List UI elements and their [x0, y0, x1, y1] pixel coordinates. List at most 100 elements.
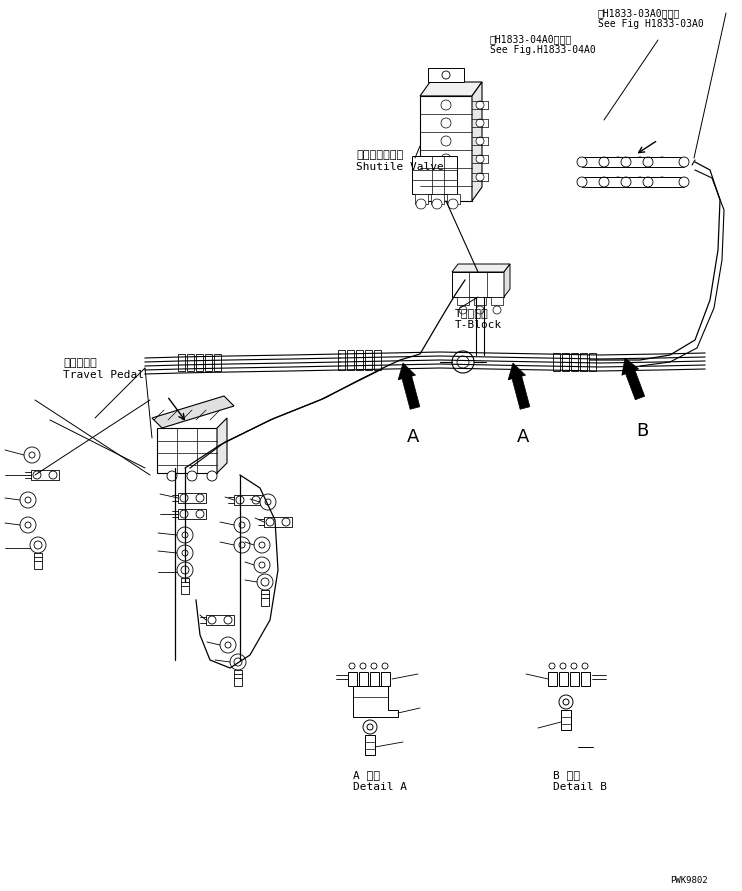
Circle shape	[560, 663, 566, 669]
Circle shape	[476, 101, 484, 109]
Circle shape	[476, 306, 484, 314]
Circle shape	[476, 155, 484, 163]
Circle shape	[452, 351, 474, 373]
Circle shape	[24, 447, 40, 463]
Circle shape	[476, 137, 484, 145]
Bar	[206, 615, 234, 625]
Bar	[356, 350, 363, 370]
Circle shape	[679, 157, 689, 167]
Bar	[359, 672, 368, 686]
Circle shape	[441, 154, 451, 164]
Circle shape	[261, 578, 269, 586]
Circle shape	[239, 522, 245, 528]
Circle shape	[621, 177, 631, 187]
Circle shape	[182, 532, 188, 538]
Text: See Fig H1833-03A0: See Fig H1833-03A0	[598, 19, 703, 29]
Bar	[415, 194, 428, 204]
Circle shape	[196, 494, 204, 502]
Circle shape	[599, 157, 609, 167]
Bar	[580, 353, 587, 371]
Bar	[381, 672, 390, 686]
Circle shape	[187, 471, 197, 481]
Bar	[582, 177, 618, 187]
Circle shape	[549, 663, 555, 669]
Bar	[474, 297, 486, 305]
Polygon shape	[452, 264, 510, 272]
Bar	[178, 354, 185, 371]
Circle shape	[448, 199, 458, 209]
Text: Tブロック: Tブロック	[455, 308, 489, 318]
Circle shape	[177, 545, 193, 561]
Bar	[589, 353, 596, 371]
Circle shape	[613, 177, 623, 187]
Bar	[264, 517, 292, 527]
Circle shape	[29, 452, 35, 458]
Bar	[548, 672, 557, 686]
Bar	[365, 735, 375, 755]
Bar	[196, 354, 203, 371]
Circle shape	[679, 177, 689, 187]
Circle shape	[252, 496, 260, 504]
Bar	[581, 672, 590, 686]
Circle shape	[196, 510, 204, 518]
Circle shape	[25, 522, 31, 528]
Circle shape	[234, 658, 242, 666]
Circle shape	[367, 724, 373, 730]
Bar	[348, 672, 357, 686]
Text: T-Block: T-Block	[455, 320, 502, 330]
Polygon shape	[152, 396, 234, 428]
Text: Travel Pedal: Travel Pedal	[63, 370, 144, 380]
Circle shape	[441, 118, 451, 128]
Text: B 詳細: B 詳細	[553, 770, 580, 780]
Circle shape	[643, 177, 653, 187]
Circle shape	[441, 136, 451, 146]
Circle shape	[260, 494, 276, 510]
Text: 第H1833-03A0図参照: 第H1833-03A0図参照	[598, 8, 680, 18]
Circle shape	[25, 497, 31, 503]
Bar	[626, 157, 662, 167]
Circle shape	[457, 356, 469, 368]
Text: Detail B: Detail B	[553, 782, 607, 792]
Bar	[178, 493, 206, 503]
Circle shape	[382, 663, 388, 669]
Bar	[214, 354, 221, 371]
Circle shape	[239, 542, 245, 548]
Circle shape	[208, 616, 216, 624]
Bar	[561, 710, 571, 730]
Bar	[338, 350, 345, 370]
Bar	[347, 350, 354, 370]
Circle shape	[30, 537, 46, 553]
Circle shape	[282, 518, 290, 526]
Circle shape	[657, 177, 667, 187]
Bar	[261, 590, 269, 606]
Circle shape	[559, 695, 573, 709]
Bar	[234, 495, 262, 505]
Bar	[570, 672, 579, 686]
Polygon shape	[508, 363, 530, 409]
Circle shape	[476, 173, 484, 181]
Circle shape	[476, 119, 484, 127]
Bar	[491, 297, 503, 305]
Circle shape	[416, 199, 426, 209]
Circle shape	[363, 720, 377, 734]
Polygon shape	[472, 82, 482, 201]
Circle shape	[643, 157, 653, 167]
Polygon shape	[217, 418, 227, 473]
Circle shape	[254, 537, 270, 553]
Circle shape	[225, 642, 231, 648]
Circle shape	[493, 306, 501, 314]
Circle shape	[182, 550, 188, 556]
Circle shape	[441, 172, 451, 182]
Circle shape	[234, 537, 250, 553]
Text: Shutile Valve: Shutile Valve	[356, 162, 444, 172]
Polygon shape	[353, 686, 398, 717]
Circle shape	[635, 157, 645, 167]
Circle shape	[360, 663, 366, 669]
Polygon shape	[398, 363, 420, 409]
Circle shape	[236, 496, 244, 504]
Circle shape	[266, 518, 274, 526]
Bar	[604, 177, 640, 187]
Circle shape	[563, 699, 569, 705]
Circle shape	[234, 517, 250, 533]
Circle shape	[34, 541, 42, 549]
